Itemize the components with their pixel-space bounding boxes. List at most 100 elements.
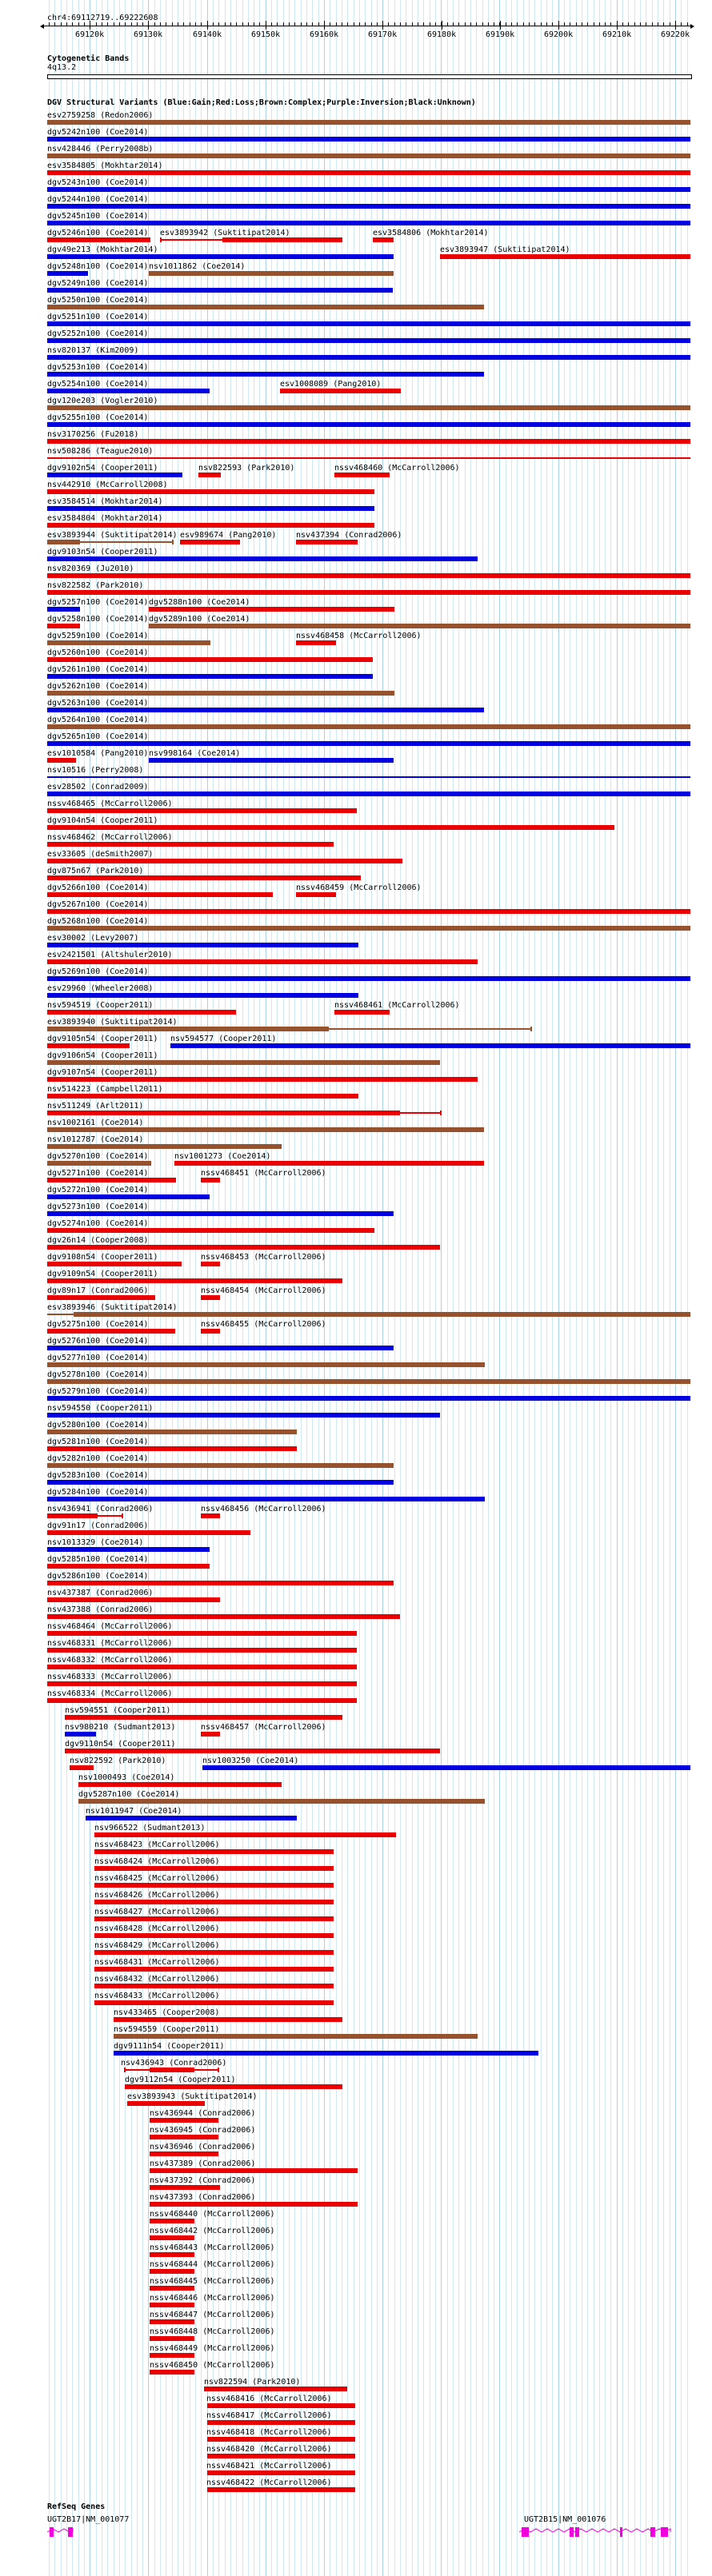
variant-label[interactable]: nsv437394 (Conrad2006) bbox=[296, 531, 402, 540]
variant-label[interactable]: nsv998164 (Coe2014) bbox=[149, 749, 241, 758]
variant-bar[interactable] bbox=[47, 674, 373, 679]
variant-bar[interactable] bbox=[47, 1245, 440, 1250]
variant-label[interactable]: nsv1002161 (Coe2014) bbox=[47, 1119, 144, 1127]
variant-bar[interactable] bbox=[47, 909, 690, 914]
variant-label[interactable]: nssv468443 (McCarroll2006) bbox=[150, 2243, 275, 2252]
variant-label[interactable]: dgv120e203 (Vogler2010) bbox=[47, 397, 158, 405]
variant-label[interactable]: nsv594559 (Cooper2011) bbox=[114, 2025, 220, 2034]
variant-bar[interactable] bbox=[47, 792, 690, 796]
variant-connector-line[interactable] bbox=[98, 1515, 122, 1517]
variant-bar[interactable] bbox=[150, 2185, 220, 2190]
variant-label[interactable]: dgv5243n100 (Coe2014) bbox=[47, 178, 149, 187]
variant-bar[interactable] bbox=[47, 808, 357, 813]
variant-bar[interactable] bbox=[47, 1194, 210, 1199]
variant-label[interactable]: dgv5254n100 (Coe2014) bbox=[47, 380, 149, 389]
variant-bar[interactable] bbox=[47, 724, 690, 729]
variant-label[interactable]: nssv468444 (McCarroll2006) bbox=[150, 2260, 275, 2269]
variant-bar[interactable] bbox=[47, 457, 690, 459]
variant-bar[interactable] bbox=[201, 1513, 220, 1518]
variant-label[interactable]: nssv468447 (McCarroll2006) bbox=[150, 2311, 275, 2319]
variant-label[interactable]: dgv5244n100 (Coe2014) bbox=[47, 195, 149, 204]
variant-bar[interactable] bbox=[78, 1799, 485, 1804]
variant-bar[interactable] bbox=[47, 137, 690, 142]
variant-label[interactable]: dgv5265n100 (Coe2014) bbox=[47, 732, 149, 741]
variant-label[interactable]: nssv468431 (McCarroll2006) bbox=[94, 1958, 220, 1967]
variant-bar[interactable] bbox=[47, 154, 690, 158]
variant-bar[interactable] bbox=[47, 489, 374, 494]
variant-label[interactable]: nssv468449 (McCarroll2006) bbox=[150, 2344, 275, 2353]
variant-bar[interactable] bbox=[47, 1681, 357, 1686]
variant-label[interactable]: esv3584514 (Mokhtar2014) bbox=[47, 497, 163, 506]
variant-label[interactable]: nsv428446 (Perry2008b) bbox=[47, 145, 154, 154]
variant-label[interactable]: nsv437388 (Conrad2006) bbox=[47, 1605, 154, 1614]
variant-bar[interactable] bbox=[47, 1564, 210, 1569]
variant-label[interactable]: nssv468416 (McCarroll2006) bbox=[206, 2395, 332, 2403]
variant-label[interactable]: dgv5260n100 (Coe2014) bbox=[47, 648, 149, 657]
variant-bar[interactable] bbox=[47, 523, 374, 528]
variant-bar[interactable] bbox=[150, 2252, 194, 2257]
variant-bar[interactable] bbox=[47, 187, 690, 192]
variant-bar[interactable] bbox=[47, 926, 690, 931]
variant-bar[interactable] bbox=[149, 758, 394, 763]
variant-label[interactable]: esv1008089 (Pang2010) bbox=[280, 380, 382, 389]
variant-bar[interactable] bbox=[47, 170, 690, 175]
variant-label[interactable]: dgv9104n54 (Cooper2011) bbox=[47, 816, 158, 825]
variant-label[interactable]: nsv1001273 (Coe2014) bbox=[174, 1152, 271, 1161]
variant-label[interactable]: dgv91n17 (Conrad2006) bbox=[47, 1521, 149, 1530]
variant-label[interactable]: nssv468417 (McCarroll2006) bbox=[206, 2411, 332, 2420]
variant-bar[interactable] bbox=[47, 1127, 484, 1132]
variant-label[interactable]: nssv468331 (McCarroll2006) bbox=[47, 1639, 173, 1648]
variant-label[interactable]: dgv5245n100 (Coe2014) bbox=[47, 212, 149, 221]
variant-label[interactable]: esv3893942 (Suktitipat2014) bbox=[160, 229, 290, 237]
variant-bar[interactable] bbox=[47, 993, 358, 998]
variant-bar[interactable] bbox=[47, 1010, 236, 1015]
variant-label[interactable]: dgv9111n54 (Cooper2011) bbox=[114, 2042, 225, 2051]
variant-label[interactable]: dgv875n67 (Park2010) bbox=[47, 867, 144, 875]
variant-label[interactable]: nssv468446 (McCarroll2006) bbox=[150, 2294, 275, 2303]
variant-label[interactable]: dgv5267n100 (Coe2014) bbox=[47, 900, 149, 909]
variant-label[interactable]: nssv468461 (McCarroll2006) bbox=[334, 1001, 460, 1010]
variant-bar[interactable] bbox=[149, 624, 690, 628]
variant-label[interactable]: dgv5261n100 (Coe2014) bbox=[47, 665, 149, 674]
variant-bar[interactable] bbox=[47, 506, 374, 511]
variant-label[interactable]: nsv822582 (Park2010) bbox=[47, 581, 144, 590]
variant-label[interactable]: nssv468332 (McCarroll2006) bbox=[47, 1656, 173, 1665]
variant-bar[interactable] bbox=[127, 2101, 205, 2106]
variant-bar[interactable] bbox=[47, 776, 690, 778]
variant-label[interactable]: nssv468465 (McCarroll2006) bbox=[47, 800, 173, 808]
variant-bar[interactable] bbox=[150, 2336, 194, 2341]
variant-bar[interactable] bbox=[150, 2303, 194, 2307]
variant-bar[interactable] bbox=[47, 657, 373, 662]
variant-bar[interactable] bbox=[150, 2235, 194, 2240]
variant-label[interactable]: nssv468455 (McCarroll2006) bbox=[201, 1320, 326, 1329]
variant-bar[interactable] bbox=[94, 1849, 334, 1854]
variant-bar[interactable] bbox=[65, 1749, 440, 1753]
variant-label[interactable]: nsv822594 (Park2010) bbox=[204, 2378, 301, 2387]
gene-label[interactable]: UGT2B15|NM_001076 bbox=[524, 2515, 606, 2524]
variant-bar[interactable] bbox=[149, 271, 394, 276]
variant-label[interactable]: nssv468458 (McCarroll2006) bbox=[296, 632, 422, 640]
variant-bar[interactable] bbox=[47, 1278, 342, 1283]
variant-label[interactable]: dgv5250n100 (Coe2014) bbox=[47, 296, 149, 305]
variant-label[interactable]: nssv468425 (McCarroll2006) bbox=[94, 1874, 220, 1883]
variant-bar[interactable] bbox=[47, 439, 690, 444]
variant-label[interactable]: nsv436945 (Conrad2006) bbox=[150, 2126, 256, 2135]
variant-label[interactable]: nsv436946 (Conrad2006) bbox=[150, 2143, 256, 2151]
variant-bar[interactable] bbox=[204, 2387, 347, 2391]
variant-bar[interactable] bbox=[78, 1782, 282, 1787]
variant-bar[interactable] bbox=[201, 1732, 220, 1737]
variant-bar[interactable] bbox=[47, 556, 478, 561]
variant-connector-line[interactable] bbox=[47, 1314, 74, 1315]
variant-bar[interactable] bbox=[47, 1597, 220, 1602]
variant-label[interactable]: dgv5269n100 (Coe2014) bbox=[47, 967, 149, 976]
variant-bar[interactable] bbox=[180, 540, 240, 544]
variant-label[interactable]: esv3893944 (Suktitipat2014) bbox=[47, 531, 178, 540]
variant-bar[interactable] bbox=[47, 1379, 690, 1384]
variant-label[interactable]: nsv436941 (Conrad2006) bbox=[47, 1505, 154, 1513]
variant-bar[interactable] bbox=[150, 2370, 194, 2375]
variant-label[interactable]: nsv511249 (Arlt2011) bbox=[47, 1102, 144, 1111]
variant-bar[interactable] bbox=[47, 976, 690, 981]
variant-label[interactable]: nssv468333 (McCarroll2006) bbox=[47, 1673, 173, 1681]
variant-label[interactable]: dgv9103n54 (Cooper2011) bbox=[47, 548, 158, 556]
variant-label[interactable]: nsv442910 (McCarroll2008) bbox=[47, 481, 168, 489]
